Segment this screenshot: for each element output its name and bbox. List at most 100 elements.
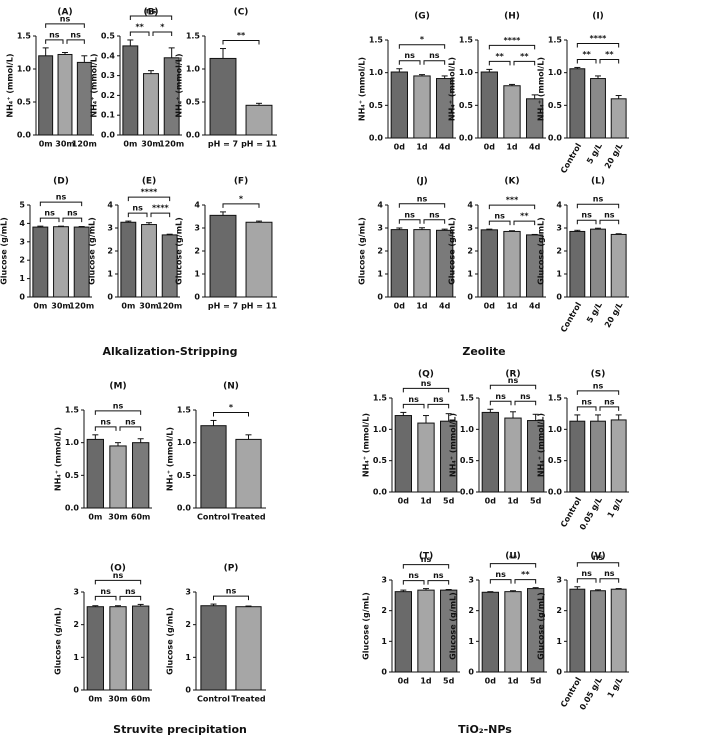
significance-label: ns bbox=[226, 587, 237, 596]
x-tick-label: 120m bbox=[159, 140, 184, 149]
significance-label: * bbox=[239, 194, 244, 203]
bar bbox=[394, 591, 412, 673]
significance-bracket bbox=[402, 564, 450, 569]
significance-bracket bbox=[599, 58, 620, 64]
group-label: Zeolite bbox=[462, 345, 505, 358]
y-tick-label: 3 bbox=[556, 576, 562, 585]
significance-bracket bbox=[398, 219, 421, 224]
x-tick-label: 5 g/L bbox=[585, 301, 604, 325]
significance-bracket bbox=[576, 406, 597, 411]
significance-label: ns bbox=[604, 211, 615, 220]
bar bbox=[503, 85, 521, 139]
bar bbox=[38, 55, 54, 136]
y-tick-label: 1 bbox=[107, 270, 113, 279]
bar bbox=[417, 422, 435, 493]
bar bbox=[390, 229, 408, 298]
y-tick-label: 0.0 bbox=[177, 504, 192, 513]
x-tick-label: Control bbox=[559, 301, 583, 334]
x-tick-label: Treated bbox=[231, 513, 266, 522]
significance-label: ns bbox=[56, 193, 67, 202]
significance-label: ns bbox=[404, 51, 415, 60]
significance-bracket bbox=[576, 58, 597, 64]
significance-bracket bbox=[66, 39, 85, 44]
significance-label: ns bbox=[417, 194, 428, 203]
significance-bracket bbox=[152, 31, 173, 36]
significance-bracket bbox=[489, 384, 537, 390]
x-tick-label: 4d bbox=[439, 143, 451, 152]
y-tick-label: 4 bbox=[467, 201, 473, 210]
y-tick-label: 1 bbox=[194, 270, 200, 279]
y-tick-label: 0.5 bbox=[101, 32, 116, 41]
x-tick-label: pH = 11 bbox=[241, 302, 277, 311]
bar bbox=[132, 605, 150, 691]
significance-bracket bbox=[222, 203, 260, 208]
y-tick-label: 1.0 bbox=[373, 425, 388, 434]
y-tick-label: 1.5 bbox=[17, 32, 32, 41]
x-tick-label: 0m bbox=[123, 140, 137, 149]
y-tick-label: 0.0 bbox=[101, 131, 116, 140]
y-tick-label: 4 bbox=[194, 201, 200, 210]
x-tick-label: 120m bbox=[69, 302, 94, 311]
significance-bracket bbox=[513, 60, 536, 66]
x-tick-label: pH = 7 bbox=[208, 302, 238, 311]
significance-bracket bbox=[129, 15, 173, 20]
y-tick-label: 1.5 bbox=[177, 406, 192, 415]
y-tick-label: 1 bbox=[556, 270, 562, 279]
y-tick-label: 0 bbox=[73, 686, 79, 695]
significance-bracket bbox=[213, 411, 249, 417]
bar bbox=[394, 415, 412, 493]
significance-label: ns bbox=[520, 392, 531, 401]
panel-title: (H) bbox=[504, 12, 520, 22]
significance-bracket bbox=[94, 410, 142, 415]
y-tick-label: 1.5 bbox=[369, 36, 384, 45]
y-tick-label: 0.5 bbox=[460, 456, 475, 465]
x-tick-label: 0d bbox=[485, 497, 497, 506]
x-tick-label: 30m bbox=[55, 140, 74, 149]
bar bbox=[610, 233, 627, 298]
significance-label: ** bbox=[135, 22, 144, 31]
y-tick-label: 0 bbox=[19, 293, 25, 302]
panel-title: (G) bbox=[414, 12, 430, 22]
y-tick-label: 0.5 bbox=[17, 98, 32, 107]
y-tick-label: 1.0 bbox=[460, 425, 475, 434]
y-tick-label: 0.0 bbox=[17, 131, 32, 140]
panel-title: (L) bbox=[591, 177, 605, 187]
x-tick-label: 0m bbox=[88, 513, 102, 522]
x-tick-label: 0d bbox=[398, 677, 410, 686]
panel-title: (V) bbox=[590, 552, 605, 562]
panel-title: (B) bbox=[143, 8, 158, 18]
significance-label: **** bbox=[590, 34, 608, 43]
x-tick-label: 1d bbox=[507, 677, 519, 686]
bar bbox=[413, 75, 431, 139]
significance-label: ** bbox=[509, 554, 518, 563]
significance-bracket bbox=[119, 595, 142, 601]
x-tick-label: 0d bbox=[484, 302, 496, 311]
x-tick-label: 5d bbox=[443, 677, 455, 686]
x-tick-label: Control bbox=[197, 513, 230, 522]
x-tick-label: 1d bbox=[416, 302, 428, 311]
y-tick-label: 0.0 bbox=[373, 488, 388, 497]
bar bbox=[504, 417, 522, 493]
y-tick-label: 1.0 bbox=[459, 68, 474, 77]
significance-label: **** bbox=[504, 36, 522, 45]
x-tick-label: 0d bbox=[485, 677, 497, 686]
y-tick-label: 2 bbox=[467, 247, 473, 256]
y-tick-label: 1 bbox=[19, 274, 25, 283]
significance-label: ns bbox=[113, 401, 124, 410]
y-axis-label: NH₄⁺ (mmol/L) bbox=[166, 427, 175, 491]
significance-label: **** bbox=[141, 188, 159, 197]
y-axis-label: NH₄⁺ (mmol/L) bbox=[358, 57, 367, 121]
significance-bracket bbox=[423, 219, 446, 224]
x-tick-label: 0d bbox=[398, 497, 410, 506]
significance-bracket bbox=[39, 217, 60, 223]
y-tick-label: 0.0 bbox=[65, 504, 80, 513]
bar bbox=[610, 419, 627, 493]
significance-bracket bbox=[427, 403, 450, 409]
panel-title: (I) bbox=[592, 12, 604, 22]
significance-bracket bbox=[402, 403, 425, 409]
y-axis-label: Glucose (g/mL) bbox=[88, 217, 97, 285]
y-axis-label: Glucose (g/mL) bbox=[54, 607, 63, 675]
y-tick-label: 1.0 bbox=[369, 68, 384, 77]
y-tick-label: 0 bbox=[556, 293, 562, 302]
y-axis-label: Glucose (g/mL) bbox=[358, 217, 367, 285]
